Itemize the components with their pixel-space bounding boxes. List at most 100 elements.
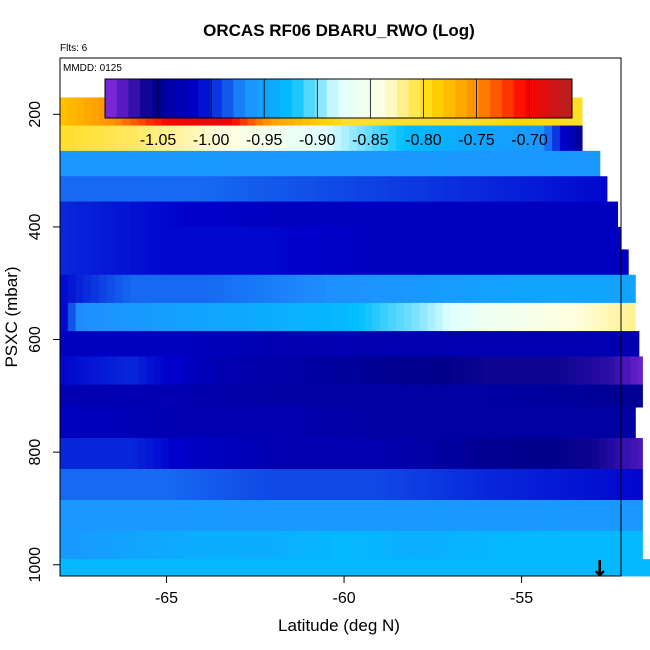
heatmap-cell bbox=[583, 559, 592, 577]
heatmap-cell bbox=[536, 530, 545, 560]
heatmap-cell bbox=[294, 469, 303, 501]
heatmap-cell bbox=[489, 331, 499, 357]
heatmap-cell bbox=[575, 530, 584, 560]
colorbar-segment bbox=[198, 79, 211, 118]
colorbar-segment bbox=[455, 79, 468, 118]
heatmap-cell bbox=[263, 274, 272, 304]
heatmap-cell bbox=[427, 384, 436, 408]
heatmap-cell bbox=[91, 438, 100, 470]
heatmap-cell bbox=[434, 384, 444, 408]
heatmap-cell bbox=[263, 150, 272, 177]
heatmap-cell bbox=[364, 302, 374, 332]
heatmap-cell bbox=[513, 530, 522, 560]
heatmap-cell bbox=[606, 331, 616, 357]
heatmap-cell bbox=[294, 331, 303, 357]
heatmap-cell bbox=[505, 201, 514, 228]
heatmap-cell bbox=[591, 384, 600, 408]
heatmap-cell bbox=[224, 302, 233, 332]
heatmap-cell bbox=[411, 226, 420, 250]
heatmap-cell bbox=[552, 438, 561, 470]
heatmap-cell bbox=[91, 249, 100, 276]
heatmap-cell bbox=[575, 469, 584, 501]
heatmap-cell bbox=[466, 176, 475, 202]
colorbar-tick-label: -0.90 bbox=[299, 132, 336, 149]
heatmap-cell bbox=[380, 438, 389, 470]
heatmap-cell bbox=[403, 201, 413, 228]
heatmap-cell bbox=[591, 356, 600, 385]
heatmap-cell bbox=[302, 176, 311, 202]
heatmap-cell bbox=[395, 125, 405, 152]
heatmap-cell bbox=[153, 150, 163, 177]
heatmap-cell bbox=[411, 438, 420, 470]
heatmap-cell bbox=[130, 331, 139, 357]
heatmap-cell bbox=[255, 249, 264, 276]
heatmap-cell bbox=[528, 384, 538, 408]
heatmap-cell bbox=[60, 469, 69, 501]
heatmap-cell bbox=[559, 125, 569, 152]
heatmap-cell bbox=[388, 176, 397, 202]
heatmap-cell bbox=[349, 559, 358, 577]
heatmap-cell bbox=[208, 469, 217, 501]
heatmap-cell bbox=[528, 274, 538, 304]
heatmap-cell bbox=[231, 150, 241, 177]
heatmap-cell bbox=[317, 384, 327, 408]
heatmap-cell bbox=[184, 384, 194, 408]
heatmap-cell bbox=[544, 356, 553, 385]
heatmap-cell bbox=[349, 469, 358, 501]
heatmap-cell bbox=[450, 176, 459, 202]
heatmap-cell bbox=[200, 530, 210, 560]
heatmap-cell bbox=[434, 499, 444, 532]
heatmap-cell bbox=[458, 530, 467, 560]
heatmap-cell bbox=[419, 356, 428, 385]
heatmap-cell bbox=[466, 331, 475, 357]
colorbar-segment bbox=[525, 79, 538, 118]
heatmap-cell bbox=[411, 384, 420, 408]
heatmap-cell bbox=[153, 226, 163, 250]
heatmap-cell bbox=[630, 499, 639, 532]
heatmap-cell bbox=[106, 384, 116, 408]
heatmap-cell bbox=[91, 530, 100, 560]
heatmap-cell bbox=[216, 274, 225, 304]
heatmap-cell bbox=[395, 176, 405, 202]
heatmap-cell bbox=[263, 226, 272, 250]
heatmap-cell bbox=[598, 302, 608, 332]
heatmap-cell bbox=[434, 176, 444, 202]
heatmap-cell bbox=[263, 356, 272, 385]
heatmap-cell bbox=[75, 274, 85, 304]
heatmap-cell bbox=[380, 201, 389, 228]
heatmap-cell bbox=[466, 201, 475, 228]
heatmap-cell bbox=[434, 469, 444, 501]
heatmap-cell bbox=[286, 302, 295, 332]
heatmap-cell bbox=[294, 249, 303, 276]
heatmap-cell bbox=[622, 530, 631, 560]
heatmap-cell bbox=[583, 176, 592, 202]
heatmap-cell bbox=[177, 201, 186, 228]
heatmap-cell bbox=[177, 469, 186, 501]
heatmap-cell bbox=[294, 274, 303, 304]
heatmap-cell bbox=[208, 407, 217, 439]
heatmap-cell bbox=[559, 201, 569, 228]
heatmap-cell bbox=[513, 384, 522, 408]
heatmap-cell bbox=[591, 559, 600, 577]
colorbar-segment bbox=[221, 79, 234, 118]
heatmap-cell bbox=[216, 150, 225, 177]
heatmap-cell bbox=[364, 150, 374, 177]
heatmap-cell bbox=[403, 274, 413, 304]
heatmap-cell bbox=[520, 559, 530, 577]
colorbar-segment bbox=[560, 79, 573, 118]
heatmap-cell bbox=[286, 559, 295, 577]
heatmap-cell bbox=[591, 302, 600, 332]
heatmap-cell bbox=[67, 469, 77, 501]
heatmap-cell bbox=[60, 559, 69, 577]
heatmap-cell bbox=[481, 356, 491, 385]
heatmap-cell bbox=[489, 302, 499, 332]
heatmap-cell bbox=[153, 176, 163, 202]
heatmap-cell bbox=[200, 249, 210, 276]
heatmap-cell bbox=[114, 384, 124, 408]
heatmap-cell bbox=[606, 469, 616, 501]
heatmap-cell bbox=[130, 384, 139, 408]
heatmap-cell bbox=[192, 150, 202, 177]
heatmap-cell bbox=[513, 407, 522, 439]
heatmap-cell bbox=[466, 249, 475, 276]
heatmap-cell bbox=[458, 249, 467, 276]
